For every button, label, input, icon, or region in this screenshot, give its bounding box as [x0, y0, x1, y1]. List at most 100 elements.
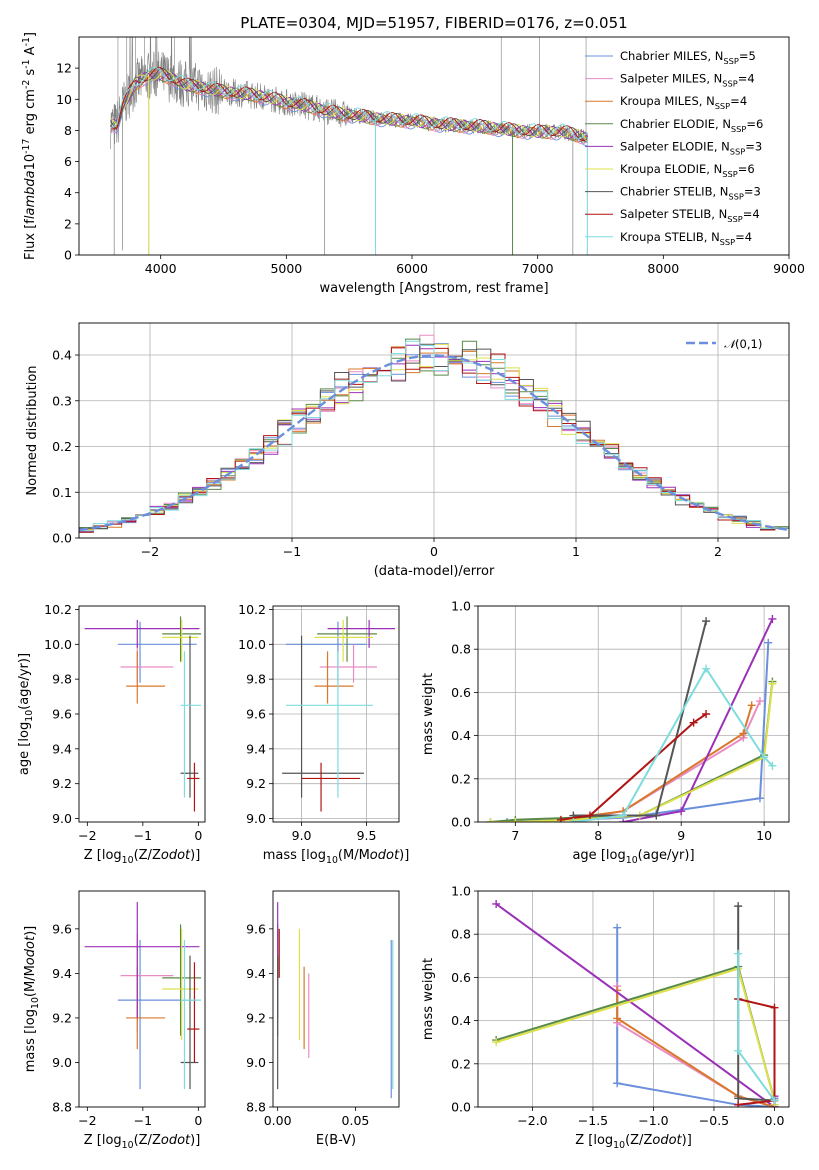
weight-point [739, 729, 748, 738]
x-axis-label: Z [log10(Z/Zodot)] [84, 848, 201, 866]
y-tick-label: 10.0 [44, 637, 72, 652]
x-tick-label: 10 [756, 828, 772, 843]
plot-area [84, 616, 202, 812]
x-tick-label: −1.5 [578, 1113, 608, 1128]
weight-point [511, 818, 520, 822]
y-tick-label: 9.0 [246, 1055, 266, 1070]
y-tick-label: 9.2 [52, 1010, 72, 1025]
weight-point [613, 923, 622, 932]
y-tick-label: 8 [64, 123, 72, 138]
weight-point [492, 899, 501, 908]
axes-frame [272, 890, 400, 1108]
y-tick-label: 9.6 [52, 707, 72, 722]
legend-entry: Chabrier STELIB, NSSP=3 [620, 185, 761, 202]
age-vs-mass-panel: 9.0 9.5 9.0 9.2 9.4 9.6 9.8 10.0 10.2 mass [log10… [238, 602, 409, 866]
x-tick-label: 6000 [396, 261, 428, 276]
axes-frame [477, 605, 790, 823]
figure-title: PLATE=0304, MJD=51957, FIBERID=0176, z=0… [240, 14, 627, 32]
y-tick-label: 9.2 [52, 776, 72, 791]
x-tick-label: 8 [594, 828, 602, 843]
weight-point [764, 638, 773, 647]
mass-vs-metallicity-panel: −2 −1 0 8.8 9.0 9.2 9.4 9.6 Z [log10(Z/Zodot)] ma… [23, 890, 206, 1151]
x-tick-label: 0 [194, 1113, 202, 1128]
y-axis-label: mass weight [421, 673, 436, 755]
y-tick-label: 9.0 [52, 811, 72, 826]
weight-point [768, 761, 777, 770]
y-tick-label: 1.0 [451, 884, 471, 899]
x-tick-label: 0.0 [765, 1113, 785, 1128]
plot-area [110, 37, 589, 255]
y-tick-label: 4 [64, 185, 72, 200]
y-tick-label: 0.2 [451, 1056, 471, 1071]
weight-point [619, 811, 628, 820]
y-tick-label: 0.4 [52, 348, 72, 363]
legend-entry: Chabrier ELODIE, NSSP=6 [620, 117, 763, 134]
x-tick-label: 7000 [522, 261, 554, 276]
y-tick-label: 8.8 [52, 1100, 72, 1115]
model-fit-line [110, 66, 588, 141]
x-tick-label: −2.0 [517, 1113, 547, 1128]
legend-entry: Kroupa STELIB, NSSP=4 [620, 230, 752, 247]
weight-line [573, 705, 753, 819]
y-tick-label: 1.0 [451, 599, 471, 614]
y-tick-label: 0.0 [451, 1100, 471, 1115]
legend-entry: Kroupa MILES, NSSP=4 [620, 94, 747, 111]
axes-frame [477, 890, 790, 1108]
y-tick-label: 2 [64, 216, 72, 231]
x-tick-label: 0.00 [264, 1113, 292, 1128]
y-tick-label: 9.4 [246, 966, 266, 981]
y-tick-label: 6 [64, 154, 72, 169]
weight-point [768, 614, 777, 623]
model-fit-line [110, 72, 589, 140]
y-tick-label: 0.2 [451, 771, 471, 786]
weight-point [503, 818, 512, 822]
weight-point [689, 718, 698, 727]
x-tick-label: 9.0 [292, 828, 312, 843]
y-tick-label: 0.3 [52, 393, 72, 408]
weight-point [755, 794, 764, 803]
weight-point [492, 1038, 501, 1047]
legend-entry: Salpeter MILES, NSSP=4 [620, 72, 755, 89]
x-axis-label: Z [log10(Z/Zodot)] [84, 1133, 201, 1151]
weight-point [613, 1014, 622, 1023]
weight-point [613, 1079, 622, 1088]
x-tick-label: −1 [134, 828, 152, 843]
weight-line [737, 998, 776, 1106]
weight-point [585, 811, 594, 820]
x-tick-label: −2 [141, 544, 159, 559]
x-tick-label: −1.0 [638, 1113, 668, 1128]
weight-point [652, 811, 661, 820]
model-fit-line [110, 67, 588, 143]
age-vs-metallicity-panel: −2 −1 0 9.0 9.2 9.4 9.6 9.8 10.0 10.2 Z [log10(Z/Z… [17, 602, 206, 866]
y-tick-label: 9.6 [52, 921, 72, 936]
x-tick-label: 9.5 [357, 828, 377, 843]
y-tick-label: 9.6 [246, 921, 266, 936]
y-tick-label: 9.4 [52, 966, 72, 981]
x-axis-label: wavelength [Angstrom, rest frame] [319, 281, 548, 296]
plot-area [492, 899, 779, 1107]
observed-spectrum [110, 37, 588, 150]
y-tick-label: 9.8 [246, 672, 266, 687]
weight-point [747, 701, 756, 710]
y-tick-label: 10.2 [44, 602, 72, 617]
x-tick-label: 9 [677, 828, 685, 843]
y-axis-label: mass [log10(M/Modot)] [23, 926, 41, 1073]
axes-frame [78, 322, 790, 539]
x-tick-label: −2 [78, 828, 96, 843]
x-tick-label: −1 [283, 544, 301, 559]
y-tick-label: 8.8 [246, 1100, 266, 1115]
x-axis-label: mass [log10(M/Modot)] [263, 848, 410, 866]
axes-frame [272, 605, 400, 823]
y-tick-label: 9.4 [246, 741, 266, 756]
weight-point [702, 664, 711, 673]
y-axis-label: Flux [flambda10-17 erg cm-2 s-1 A-1] [21, 32, 38, 260]
x-tick-label: 0.05 [342, 1113, 370, 1128]
axes-frame [78, 36, 790, 256]
weight-point [734, 1046, 743, 1055]
weight-point [734, 949, 743, 958]
weight-point [556, 815, 565, 822]
y-tick-label: 0 [64, 248, 72, 263]
y-tick-label: 0.6 [451, 970, 471, 985]
legend-entry: Salpeter STELIB, NSSP=4 [620, 207, 760, 224]
weight-point [734, 1100, 743, 1107]
